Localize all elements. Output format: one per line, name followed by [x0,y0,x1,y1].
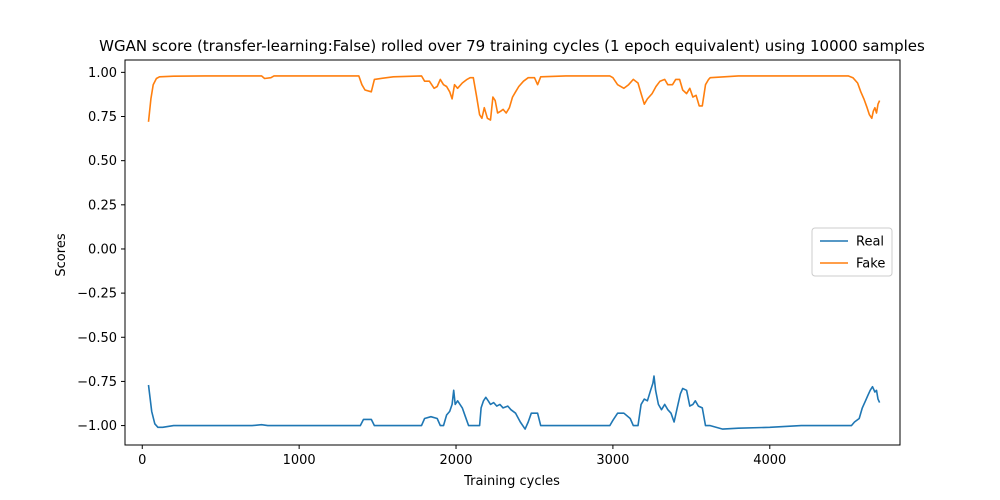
legend-box [811,227,893,277]
y-tick-label: 1.00 [88,66,117,81]
x-tick-label: 0 [138,453,146,468]
y-tick-label: 0.50 [88,154,117,169]
chart-title: WGAN score (transfer-learning:False) rol… [99,37,925,55]
y-tick-label: −0.50 [77,331,117,346]
y-tick-label: 0.00 [88,242,117,257]
legend-label-fake: Fake [856,257,885,272]
x-tick-label: 3000 [596,453,629,468]
y-axis: −1.00 −0.75 −0.50 −0.25 0.00 0.25 0.50 0.75 1.00 [77,66,125,434]
y-tick-label: −0.25 [77,287,117,302]
y-tick-label: 0.75 [88,110,117,125]
x-axis-label: Training cycles [463,474,560,489]
axes-frame [124,59,901,446]
legend: Real Fake [811,227,893,277]
y-tick-label: 0.25 [88,198,117,213]
y-tick-label: −1.00 [77,419,117,434]
y-axis-label: Scores [54,233,69,276]
series-line-fake [147,75,881,122]
plot-area [124,59,901,446]
x-axis: 0 1000 2000 3000 4000 [138,445,786,468]
legend-label-real: Real [856,235,884,250]
x-tick-label: 2000 [439,453,472,468]
x-tick-label: 1000 [283,453,316,468]
y-tick-label: −0.75 [77,375,117,390]
series-line-real [147,375,881,430]
x-tick-label: 4000 [753,453,786,468]
